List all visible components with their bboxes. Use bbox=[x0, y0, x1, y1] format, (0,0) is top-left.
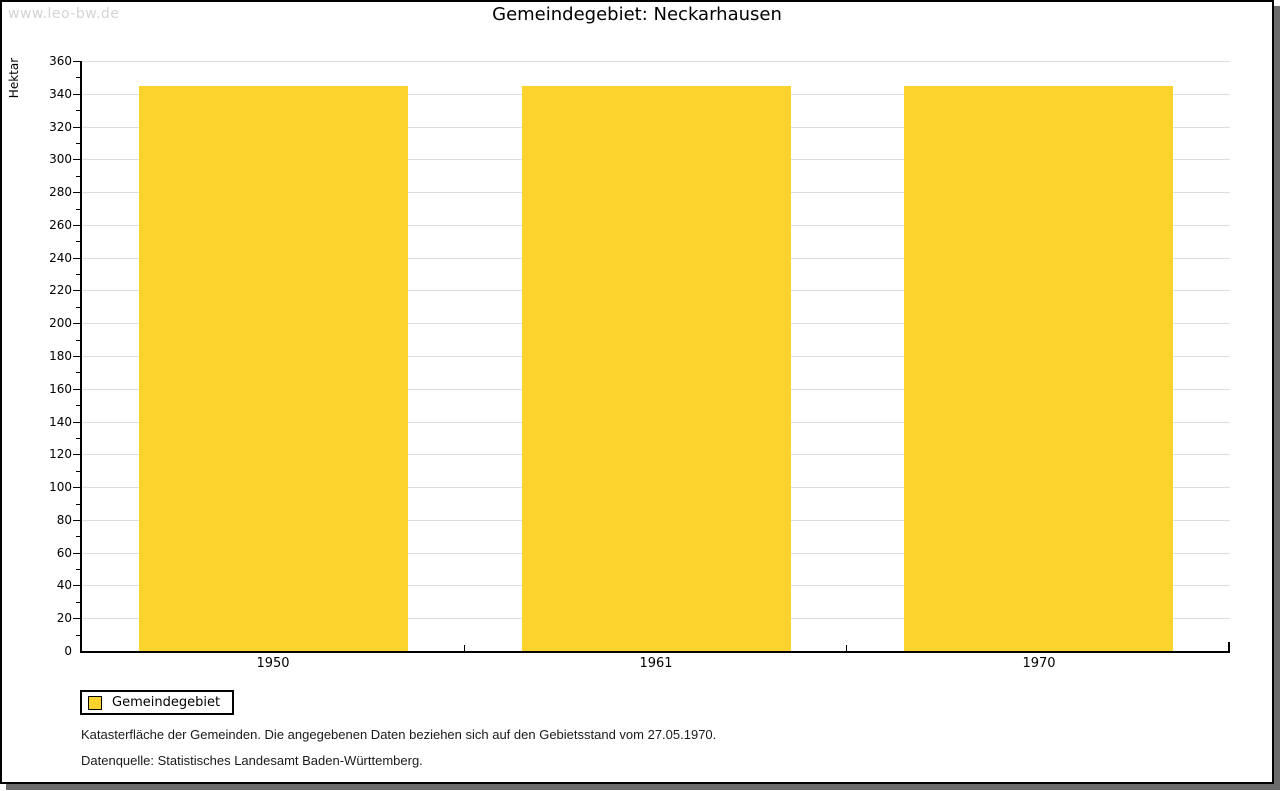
y-axis-minor-tick-270 bbox=[76, 208, 80, 210]
y-axis-minor-tick-130 bbox=[76, 437, 80, 439]
y-axis-tick-label-200: 200 bbox=[49, 316, 72, 331]
y-axis-tick-label-340: 340 bbox=[49, 86, 72, 101]
x-axis-boundary-tick-2 bbox=[846, 645, 847, 651]
y-axis-tick-label-40: 40 bbox=[56, 578, 72, 593]
y-axis-major-tick-360 bbox=[73, 61, 80, 62]
y-axis-major-tick-120 bbox=[73, 454, 80, 456]
y-axis-minor-tick-30 bbox=[76, 601, 80, 603]
y-axis-tick-label-160: 160 bbox=[49, 381, 72, 396]
y-axis-minor-tick-350 bbox=[76, 77, 80, 79]
y-axis-tick-label-280: 280 bbox=[49, 185, 72, 200]
x-axis-end-tick bbox=[1228, 642, 1230, 651]
y-axis-minor-tick-10 bbox=[76, 634, 80, 636]
y-axis-title: Hektar bbox=[7, 57, 21, 99]
y-axis-minor-tick-50 bbox=[76, 569, 80, 571]
y-axis-minor-tick-170 bbox=[76, 372, 80, 374]
y-axis-major-tick-160 bbox=[73, 388, 80, 390]
y-axis-tick-label-20: 20 bbox=[56, 611, 72, 626]
y-axis-tick-label-220: 220 bbox=[49, 283, 72, 298]
y-axis-major-tick-260 bbox=[73, 224, 80, 226]
y-axis-tick-label-60: 60 bbox=[56, 545, 72, 560]
footer-source: Datenquelle: Statistisches Landesamt Bad… bbox=[81, 753, 423, 768]
footer-note: Katasterfläche der Gemeinden. Die angege… bbox=[81, 727, 717, 742]
x-axis-tick-label-1950: 1950 bbox=[256, 656, 290, 671]
y-axis-tick-label-100: 100 bbox=[49, 480, 72, 495]
y-axis-major-tick-20 bbox=[73, 618, 80, 620]
gridline-360 bbox=[82, 61, 1230, 62]
x-axis-tick-label-1961: 1961 bbox=[639, 656, 673, 671]
chart-title: Gemeindegebiet: Neckarhausen bbox=[492, 4, 782, 25]
y-axis-tick-label-360: 360 bbox=[49, 54, 72, 68]
y-axis-minor-tick-330 bbox=[76, 110, 80, 112]
y-axis-minor-tick-190 bbox=[76, 339, 80, 341]
plot-area bbox=[80, 61, 1230, 653]
legend: Gemeindegebiet bbox=[80, 690, 235, 715]
y-axis-minor-tick-230 bbox=[76, 274, 80, 276]
y-axis-minor-tick-70 bbox=[76, 536, 80, 538]
y-axis-major-tick-40 bbox=[73, 585, 80, 587]
x-axis-tick-label-1970: 1970 bbox=[1022, 656, 1056, 671]
y-axis-major-tick-200 bbox=[73, 323, 80, 325]
y-axis-minor-tick-210 bbox=[76, 306, 80, 308]
y-axis-tick-label-240: 240 bbox=[49, 250, 72, 265]
y-axis-tick-label-120: 120 bbox=[49, 447, 72, 462]
y-axis-minor-tick-310 bbox=[76, 142, 80, 144]
legend-label: Gemeindegebiet bbox=[112, 695, 221, 710]
y-axis-minor-tick-250 bbox=[76, 241, 80, 243]
y-axis-major-tick-100 bbox=[73, 487, 80, 489]
y-axis-major-tick-320 bbox=[73, 126, 80, 128]
y-axis-major-tick-240 bbox=[73, 257, 80, 259]
y-axis-minor-tick-110 bbox=[76, 470, 80, 472]
y-axis-major-tick-180 bbox=[73, 356, 80, 357]
y-axis-major-tick-280 bbox=[73, 192, 80, 194]
y-axis-major-tick-140 bbox=[73, 421, 80, 423]
watermark: www.leo-bw.de bbox=[8, 6, 120, 22]
bar-1970 bbox=[904, 86, 1173, 651]
bar-1961 bbox=[522, 86, 791, 651]
legend-swatch-icon bbox=[88, 695, 102, 710]
y-axis-minor-tick-90 bbox=[76, 503, 80, 505]
y-axis-major-tick-80 bbox=[73, 519, 80, 521]
y-axis-major-tick-340 bbox=[73, 93, 80, 95]
y-axis-tick-label-300: 300 bbox=[49, 152, 72, 167]
y-axis-tick-label-260: 260 bbox=[49, 217, 72, 232]
x-axis-boundary-tick-1 bbox=[464, 645, 465, 651]
y-axis-tick-label-0: 0 bbox=[64, 644, 72, 658]
bar-1950 bbox=[139, 86, 408, 651]
y-axis-tick-label-80: 80 bbox=[56, 512, 72, 527]
y-axis-tick-label-180: 180 bbox=[49, 349, 72, 363]
y-axis-tick-label-140: 140 bbox=[49, 414, 72, 429]
y-axis-major-tick-220 bbox=[73, 290, 80, 292]
y-axis-major-tick-60 bbox=[73, 552, 80, 554]
y-axis-minor-tick-150 bbox=[76, 405, 80, 407]
y-axis-major-tick-300 bbox=[73, 159, 80, 161]
y-axis-tick-label-320: 320 bbox=[49, 119, 72, 134]
y-axis-minor-tick-290 bbox=[76, 175, 80, 177]
